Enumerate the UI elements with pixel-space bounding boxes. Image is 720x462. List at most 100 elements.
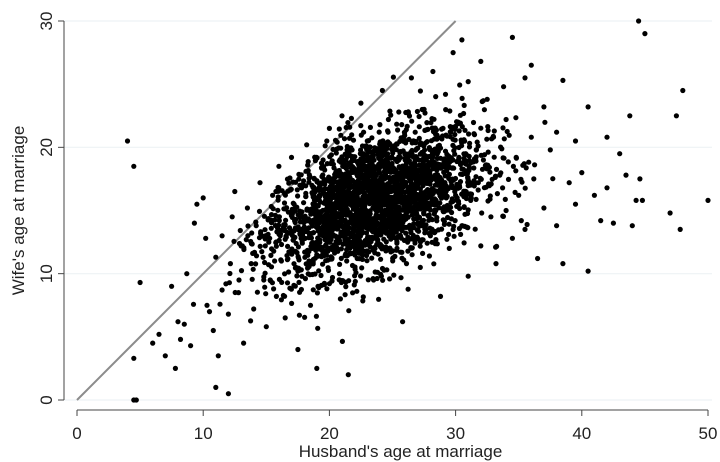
data-point (430, 68, 436, 75)
data-point (272, 212, 278, 218)
data-point (623, 172, 629, 178)
data-point (479, 210, 485, 216)
data-point (294, 273, 300, 279)
data-point (466, 131, 472, 137)
data-point (401, 194, 407, 200)
data-point (318, 180, 324, 186)
data-point (402, 132, 408, 138)
data-point (385, 159, 391, 165)
data-point (394, 240, 400, 246)
data-point (485, 127, 491, 134)
data-point (505, 176, 512, 182)
data-point (181, 321, 187, 327)
data-point (500, 185, 506, 191)
data-point (501, 136, 507, 142)
data-point (387, 245, 393, 251)
data-point (363, 143, 369, 149)
data-point (489, 176, 495, 182)
data-point (408, 75, 414, 81)
data-point (268, 203, 274, 210)
data-point (478, 176, 484, 182)
data-point (276, 214, 282, 220)
data-point (493, 166, 500, 172)
data-point (261, 213, 267, 219)
data-point (284, 176, 291, 182)
data-point (225, 391, 231, 397)
data-point (673, 113, 680, 119)
data-point (450, 50, 456, 56)
data-point (388, 220, 394, 226)
data-point (462, 127, 468, 133)
data-point (377, 179, 383, 185)
data-point (390, 74, 396, 80)
data-point (342, 208, 348, 214)
data-point (452, 151, 458, 157)
data-point (321, 176, 327, 182)
data-point (392, 143, 398, 149)
data-point (405, 199, 411, 205)
data-point (639, 197, 646, 203)
data-point (384, 211, 390, 217)
data-point (361, 190, 367, 196)
data-point (343, 175, 349, 181)
data-point (325, 248, 331, 254)
data-point (473, 147, 479, 153)
data-point (272, 258, 278, 264)
data-point (438, 176, 444, 182)
data-point (483, 184, 489, 190)
data-point (305, 271, 311, 277)
data-point (297, 231, 303, 237)
data-point (299, 226, 305, 232)
data-point (418, 163, 424, 170)
data-point (428, 138, 435, 144)
data-point (354, 179, 360, 185)
data-point (312, 207, 318, 214)
data-point (313, 239, 319, 245)
data-point (504, 128, 510, 135)
data-point (705, 197, 711, 203)
data-point (133, 397, 139, 403)
data-point (299, 273, 305, 279)
data-point (347, 184, 353, 191)
data-point (336, 223, 342, 229)
data-point (617, 151, 623, 157)
data-point (470, 159, 476, 165)
data-point (286, 269, 292, 275)
data-point (249, 276, 255, 282)
data-point (522, 226, 528, 232)
data-point (340, 188, 346, 194)
data-point (299, 240, 305, 246)
data-point (408, 193, 415, 199)
data-point (213, 384, 219, 390)
data-point (503, 116, 509, 123)
data-point (471, 165, 477, 171)
y-tick-label: 10 (37, 264, 56, 283)
data-point (440, 164, 447, 170)
data-point (395, 127, 401, 133)
data-point (316, 285, 322, 291)
data-point (479, 98, 485, 105)
data-point (456, 201, 462, 207)
data-point (292, 218, 298, 224)
data-point (316, 246, 322, 252)
data-point (330, 146, 336, 152)
data-point (355, 219, 361, 225)
data-point (341, 227, 347, 233)
data-point (340, 241, 346, 247)
data-point (377, 231, 384, 238)
data-point (251, 306, 257, 312)
data-point (479, 166, 486, 172)
data-point (493, 261, 499, 267)
data-point (351, 157, 357, 163)
data-point (473, 174, 479, 180)
data-point (359, 252, 366, 258)
data-point (554, 129, 560, 135)
data-point (446, 245, 452, 251)
data-point (412, 203, 418, 209)
data-point (636, 18, 642, 24)
data-point (417, 264, 423, 270)
data-point (677, 226, 683, 232)
data-point (313, 313, 319, 319)
data-point (486, 164, 492, 170)
data-point (509, 34, 515, 41)
